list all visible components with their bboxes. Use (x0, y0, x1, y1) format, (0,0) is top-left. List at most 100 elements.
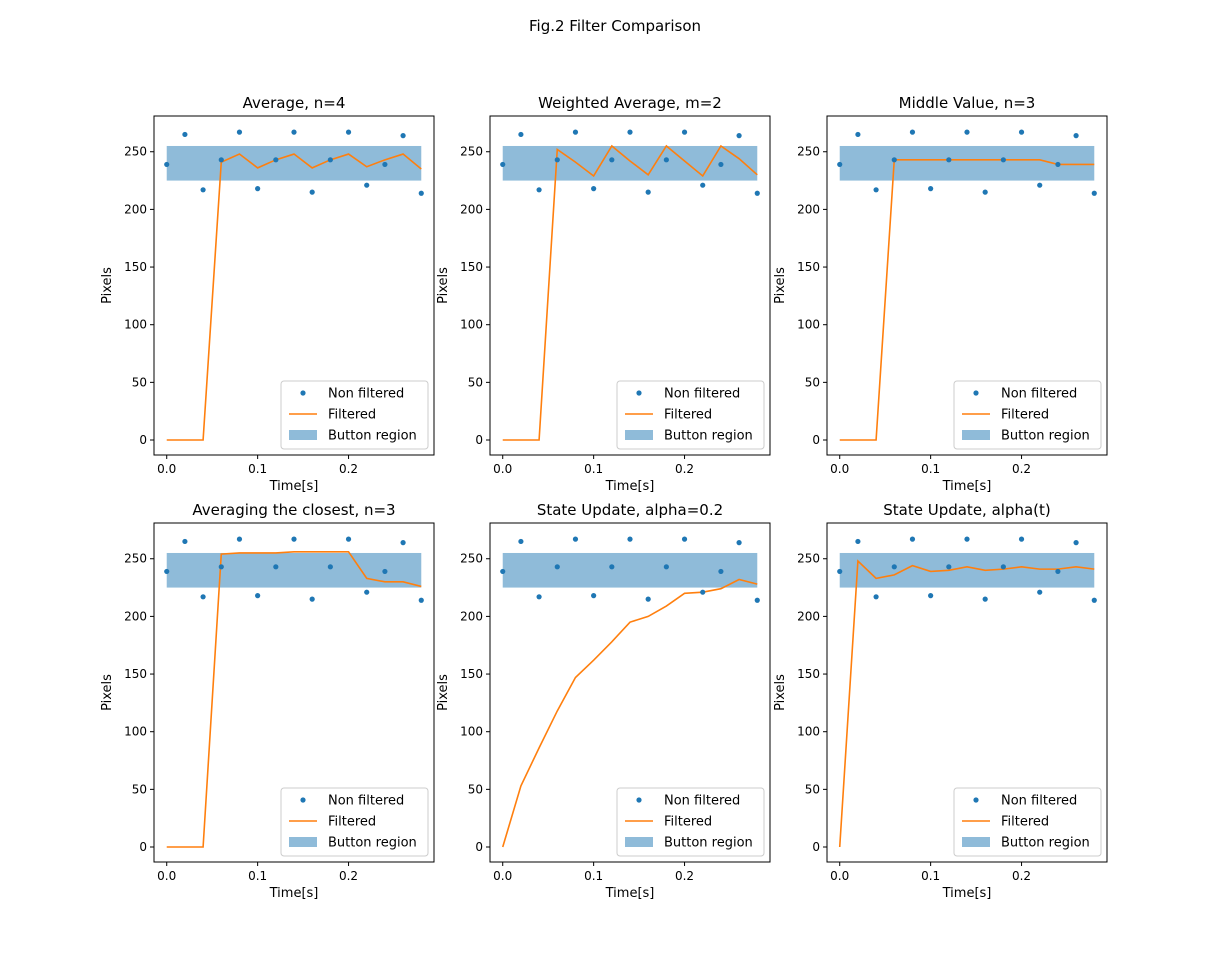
button-region-band (839, 552, 1095, 588)
legend-label: Button region (328, 429, 417, 444)
raw-data-point (891, 157, 897, 163)
subplot-5: State Update, alpha=0.2 0.0 0.1 0.2 0 50 100 15… (436, 501, 771, 901)
legend-box (953, 380, 1102, 450)
legend: Non filtered Filtered Button region (280, 787, 429, 857)
raw-data-point (536, 594, 542, 600)
x-tick-label: 0.2 (1012, 462, 1031, 476)
y-axis-label: Pixels (100, 267, 115, 304)
raw-data-point (1073, 133, 1079, 139)
raw-data-point (700, 182, 706, 188)
raw-data-point (982, 596, 988, 602)
legend-box (953, 787, 1102, 857)
raw-data-point (273, 564, 279, 570)
y-tick-label: 100 (797, 725, 820, 739)
raw-data-point (164, 568, 170, 575)
y-tick-label: 50 (805, 782, 820, 796)
legend-label: Filtered (664, 408, 712, 423)
filtered-line (501, 578, 758, 848)
legend-label: Filtered (664, 815, 712, 830)
raw-data-point (309, 189, 315, 195)
y-tick-label: 0 (475, 433, 483, 447)
legend-label: Non filtered (328, 387, 404, 402)
legend: Non filtered Filtered Button region (280, 380, 429, 450)
raw-data-point (255, 186, 261, 192)
subplot-title: Weighted Average, m=2 (538, 94, 722, 112)
raw-data-point (1091, 597, 1097, 603)
subplot-4: Averaging the closest, n=3 0.0 0.1 0.2 0 50 10… (100, 501, 435, 901)
y-tick-label: 100 (797, 318, 820, 332)
legend-label: Non filtered (664, 387, 740, 402)
y-tick-label: 250 (797, 552, 820, 566)
raw-data-point (1055, 568, 1061, 575)
legend-marker-points (636, 390, 642, 396)
legend-label: Button region (328, 836, 417, 851)
axes-frame (826, 115, 1108, 456)
raw-data-point (500, 568, 506, 575)
y-tick-label: 200 (124, 609, 147, 623)
raw-data-point (200, 187, 206, 193)
x-axis-label: Time[s] (942, 479, 992, 494)
raw-data-point (364, 182, 370, 188)
raw-data-point (309, 596, 315, 602)
subplot-title: State Update, alpha(t) (883, 501, 1051, 519)
raw-data-point (964, 536, 970, 542)
raw-data-point (909, 129, 916, 135)
subplot-3: Middle Value, n=3 0.0 0.1 0.2 0 50 100 150 200 25… (773, 94, 1108, 494)
y-tick-label: 250 (460, 552, 483, 566)
raw-data-point (591, 186, 597, 192)
y-tick-label: 100 (460, 725, 483, 739)
subplot-6: State Update, alpha(t) 0.0 0.1 0.2 0 50 100 150… (773, 501, 1108, 901)
y-tick-label: 200 (797, 609, 820, 623)
subplot-title: Averaging the closest, n=3 (192, 501, 395, 519)
legend-label: Button region (664, 429, 753, 444)
y-tick-label: 250 (460, 145, 483, 159)
legend-marker-points (300, 390, 306, 396)
y-tick-label: 200 (460, 202, 483, 216)
x-tick-label: 0.2 (339, 869, 358, 883)
subplot-1: Average, n=4 0.0 0.1 0.2 0 50 100 150 200 250 Time… (100, 94, 435, 494)
raw-data-point (609, 564, 615, 570)
raw-data-point (609, 157, 615, 163)
raw-data-point (236, 536, 243, 542)
raw-data-point (164, 161, 170, 168)
raw-data-point (364, 589, 370, 595)
y-axis-label: Pixels (773, 674, 788, 711)
x-tick-label: 0.1 (248, 869, 267, 883)
axes-frame (153, 115, 435, 456)
legend: Non filtered Filtered Button region (953, 787, 1102, 857)
legend: Non filtered Filtered Button region (616, 380, 765, 450)
raw-data-point (855, 131, 861, 138)
x-tick-label: 0.1 (584, 869, 603, 883)
filtered-line (838, 559, 1095, 848)
raw-data-point (1091, 190, 1097, 196)
y-tick-label: 200 (124, 202, 147, 216)
axes-frame (153, 522, 435, 863)
x-tick-label: 0.2 (1012, 869, 1031, 883)
axes-frame (826, 522, 1108, 863)
subplot-title: Average, n=4 (243, 94, 346, 112)
legend-marker-region (289, 430, 317, 440)
legend-label: Button region (1001, 836, 1090, 851)
legend-marker-region (962, 837, 990, 847)
y-tick-label: 50 (468, 782, 483, 796)
y-tick-label: 150 (124, 260, 147, 274)
raw-data-point (627, 129, 633, 135)
y-tick-label: 100 (460, 318, 483, 332)
y-tick-label: 0 (475, 840, 483, 854)
legend-marker-region (625, 837, 653, 847)
y-tick-label: 150 (460, 667, 483, 681)
legend-label: Non filtered (328, 794, 404, 809)
y-tick-label: 150 (797, 667, 820, 681)
x-tick-label: 0.0 (493, 869, 512, 883)
subplot-title: State Update, alpha=0.2 (537, 501, 723, 519)
raw-data-point (873, 187, 879, 193)
raw-data-point (382, 568, 388, 575)
raw-data-point (645, 596, 651, 602)
y-tick-label: 50 (132, 782, 147, 796)
x-tick-label: 0.1 (584, 462, 603, 476)
y-tick-label: 50 (468, 375, 483, 389)
raw-data-point (736, 133, 742, 139)
x-tick-label: 0.1 (248, 462, 267, 476)
x-tick-label: 0.0 (157, 462, 176, 476)
y-tick-label: 0 (139, 840, 147, 854)
